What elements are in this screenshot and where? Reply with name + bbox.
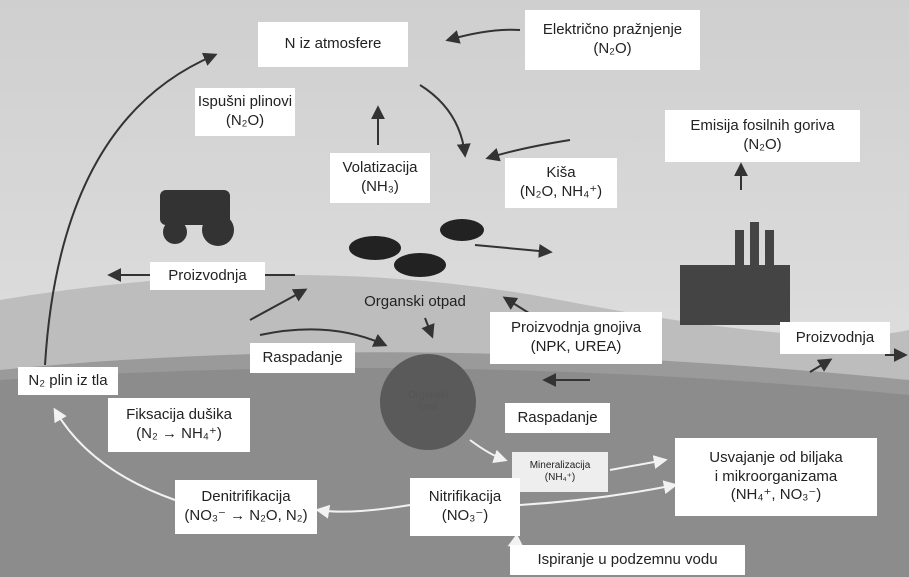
label-text: Denitrifikacija [201,488,291,506]
label-box: Emisija fosilnih goriva (N₂O) [665,110,860,162]
label-text: Organski otpad [364,292,466,310]
label-box: Raspadanje [250,343,355,373]
label-box: Ispiranje u podzemnu vodu [510,545,745,575]
label-box: Denitrifikacija (NO₃⁻ → N₂O, N₂) [175,480,317,534]
label-text: (NPK, UREA) [530,338,622,355]
label-text: Proizvodnja [795,328,875,346]
label-box: Volatizacija (NH₃) [330,153,430,203]
label-text: Električno pražnjenje [542,21,683,39]
label-box: Usvajanje od biljaka i mikroorganizama (NH… [675,438,877,516]
label-box: Proizvodnja gnojiva (NPK, UREA) [490,312,662,364]
label-text: Raspadanje [262,348,343,366]
label-text: N iz atmosfere [284,35,382,53]
label-box: Proizvodnja [150,262,265,290]
label-box: Raspadanje [505,403,610,433]
label-text: Nitrifikacija [428,488,502,506]
label-text: Fiksacija dušika [126,406,232,424]
label-box: Ispušni plinovi (N₂O) [195,88,295,136]
label-box: Nitrifikacija (NO₃⁻) [410,478,520,536]
label-box: Organski otpad [350,290,480,314]
label-box: Mineralizacija (NH₄⁺) [512,452,608,492]
label-text: i mikroorganizama [714,467,838,485]
label-text: Organski [407,389,448,401]
label-text: Proizvodnja gnojiva [510,319,642,337]
label-box: N iz atmosfere [258,22,408,67]
label-box: Fiksacija dušika (N₂ → NH₄⁺) [108,398,250,452]
label-text: Ispiranje u podzemnu vodu [537,550,718,568]
label-box: Proizvodnja [780,322,890,354]
label-text: (N₂O, NH₄⁺) [519,183,603,200]
label-box: Organski fond [398,380,458,424]
label-box: Električno pražnjenje (N₂O) [525,10,700,70]
label-text: (NH₄⁺, NO₃⁻) [730,486,822,504]
label-text: N₂ plin iz tla [28,371,108,389]
label-text: Ispušni plinovi [197,93,293,111]
label-text: (N₂O) [743,136,782,153]
label-text: Proizvodnja [168,266,247,284]
label-text: Volatizacija [342,159,418,177]
label-box: N₂ plin iz tla [18,367,118,395]
label-text: (NH₃) [361,178,399,195]
label-text: Emisija fosilnih goriva [690,117,835,135]
label-text: (N₂O) [225,112,265,129]
label-text: Mineralizacija [529,459,591,471]
label-text: Raspadanje [517,408,598,426]
label-text: Kiša [546,164,576,182]
label-text: (N₂O) [593,40,632,57]
label-text: fond [418,402,438,413]
label-text: (NH₄⁺) [544,472,576,483]
label-text: Usvajanje od biljaka [709,448,843,466]
label-text: (NO₃⁻ → N₂O, N₂) [184,507,308,524]
label-text: (NO₃⁻) [441,507,489,524]
label-text: (N₂ → NH₄⁺) [136,425,222,442]
label-box: Kiša (N₂O, NH₄⁺) [505,158,617,208]
